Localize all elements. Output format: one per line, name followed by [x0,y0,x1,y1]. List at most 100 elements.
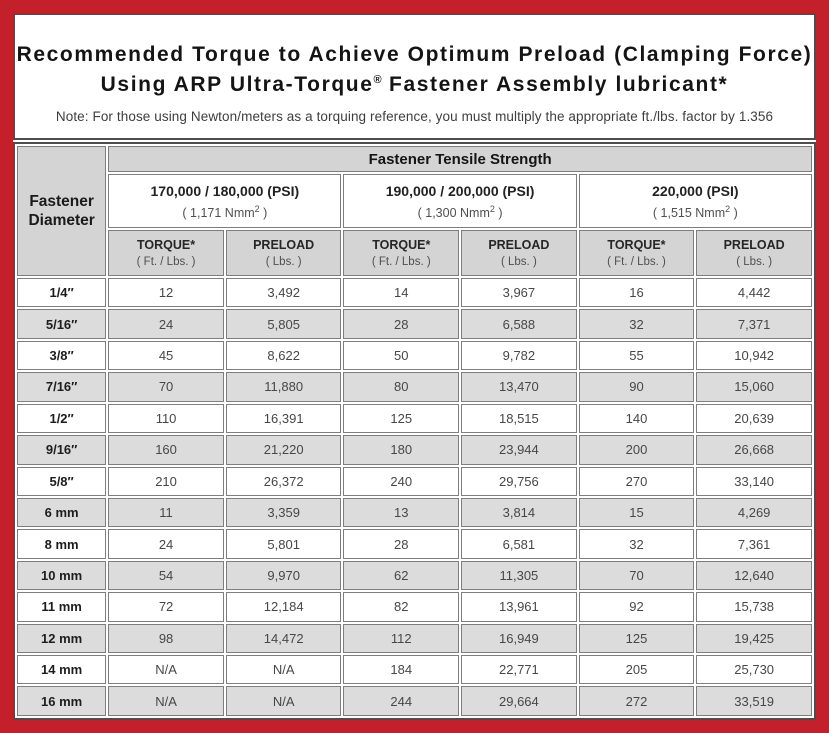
torque-cell: 110 [108,403,224,434]
preload-cell: 16,391 [225,403,342,434]
torque-cell: 72 [108,592,224,622]
table-row: 10 mm 54 9,970 62 11,305 70 12,640 [17,560,812,591]
psi-group-190-200: 190,000 / 200,000 (PSI) ( 1,300 Nmm2 ) [343,174,577,228]
torque-cell: 272 [578,686,695,716]
preload-cell: 23,944 [461,435,577,465]
torque-cell: 15 [578,497,695,528]
tensile-strength-header: Fastener Tensile Strength [108,146,812,172]
torque-cell: 16 [578,278,695,308]
preload-cell: 12,184 [225,592,342,622]
table-row: 16 mm N/A N/A 244 29,664 272 33,519 [17,686,812,716]
preload-cell: 19,425 [696,623,812,654]
torque-cell: 12 [108,278,224,308]
torque-cell: 24 [108,309,224,339]
torque-cell: 55 [578,340,695,371]
diameter-cell: 9/16″ [17,435,107,465]
preload-cell: 20,639 [696,403,812,434]
preload-cell: 6,581 [461,529,577,559]
preload-cell: 8,622 [225,340,342,371]
table-row: 8 mm 24 5,801 28 6,581 32 7,361 [17,529,812,559]
table-row: 3/8″ 45 8,622 50 9,782 55 10,942 [17,340,812,371]
preload-cell: 15,738 [696,592,812,622]
preload-cell: 33,140 [696,466,812,496]
header-row-psi: 170,000 / 180,000 (PSI) ( 1,171 Nmm2 ) 1… [17,174,812,228]
torque-cell: 70 [108,372,224,402]
torque-cell: 54 [108,560,224,591]
preload-cell: 3,814 [461,497,577,528]
registered-trademark-symbol: ® [373,74,382,86]
table-row: 1/4″ 12 3,492 14 3,967 16 4,442 [17,278,812,308]
diameter-cell: 7/16″ [17,372,107,402]
preload-cell: 7,361 [696,529,812,559]
preload-cell: 33,519 [696,686,812,716]
torque-cell: 112 [343,623,460,654]
title-block: Recommended Torque to Achieve Optimum Pr… [13,13,816,140]
preload-cell: 5,805 [225,309,342,339]
table-row: 6 mm 11 3,359 13 3,814 15 4,269 [17,497,812,528]
page: Recommended Torque to Achieve Optimum Pr… [13,13,816,720]
header-row-units: TORQUE* ( Ft. / Lbs. ) PRELOAD ( Lbs. ) … [17,230,812,276]
torque-cell: 92 [578,592,695,622]
preload-cell: 10,942 [696,340,812,371]
diameter-cell: 16 mm [17,686,107,716]
preload-cell: 29,756 [461,466,577,496]
table-row: 11 mm 72 12,184 82 13,961 92 15,738 [17,592,812,622]
preload-cell: 13,470 [461,372,577,402]
torque-column-header: TORQUE* ( Ft. / Lbs. ) [108,230,224,276]
torque-cell: 32 [578,529,695,559]
preload-cell: 22,771 [461,655,577,685]
table-row: 12 mm 98 14,472 112 16,949 125 19,425 [17,623,812,654]
diameter-cell: 6 mm [17,497,107,528]
torque-cell: 160 [108,435,224,465]
preload-column-header: PRELOAD ( Lbs. ) [461,230,577,276]
torque-cell: 90 [578,372,695,402]
torque-cell: 28 [343,309,460,339]
torque-cell: N/A [108,686,224,716]
table-row: 1/2″ 110 16,391 125 18,515 140 20,639 [17,403,812,434]
preload-cell: N/A [225,655,342,685]
torque-cell: 82 [343,592,460,622]
preload-cell: 14,472 [225,623,342,654]
torque-column-header: TORQUE* ( Ft. / Lbs. ) [343,230,460,276]
torque-cell: 270 [578,466,695,496]
table-row: 14 mm N/A N/A 184 22,771 205 25,730 [17,655,812,685]
preload-cell: 12,640 [696,560,812,591]
torque-cell: 240 [343,466,460,496]
preload-cell: 13,961 [461,592,577,622]
torque-cell: 140 [578,403,695,434]
diameter-cell: 10 mm [17,560,107,591]
preload-cell: 18,515 [461,403,577,434]
diameter-cell: 8 mm [17,529,107,559]
diameter-cell: 3/8″ [17,340,107,371]
preload-cell: 3,967 [461,278,577,308]
torque-cell: N/A [108,655,224,685]
preload-cell: N/A [225,686,342,716]
table-row: 5/16″ 24 5,805 28 6,588 32 7,371 [17,309,812,339]
torque-cell: 210 [108,466,224,496]
torque-cell: 11 [108,497,224,528]
psi-group-220: 220,000 (PSI) ( 1,515 Nmm2 ) [578,174,812,228]
torque-cell: 32 [578,309,695,339]
preload-cell: 7,371 [696,309,812,339]
preload-cell: 3,359 [225,497,342,528]
torque-cell: 200 [578,435,695,465]
title-line-1: Recommended Torque to Achieve Optimum Pr… [16,43,813,66]
preload-column-header: PRELOAD ( Lbs. ) [696,230,812,276]
preload-cell: 3,492 [225,278,342,308]
preload-cell: 26,668 [696,435,812,465]
diameter-cell: 1/2″ [17,403,107,434]
table-row: 9/16″ 160 21,220 180 23,944 200 26,668 [17,435,812,465]
preload-cell: 25,730 [696,655,812,685]
preload-cell: 9,782 [461,340,577,371]
torque-cell: 180 [343,435,460,465]
preload-cell: 6,588 [461,309,577,339]
torque-cell: 28 [343,529,460,559]
preload-cell: 16,949 [461,623,577,654]
preload-cell: 26,372 [225,466,342,496]
preload-cell: 21,220 [225,435,342,465]
corner-header-fastener-diameter: Fastener Diameter [17,146,107,276]
torque-cell: 205 [578,655,695,685]
diameter-cell: 11 mm [17,592,107,622]
torque-cell: 70 [578,560,695,591]
preload-cell: 9,970 [225,560,342,591]
